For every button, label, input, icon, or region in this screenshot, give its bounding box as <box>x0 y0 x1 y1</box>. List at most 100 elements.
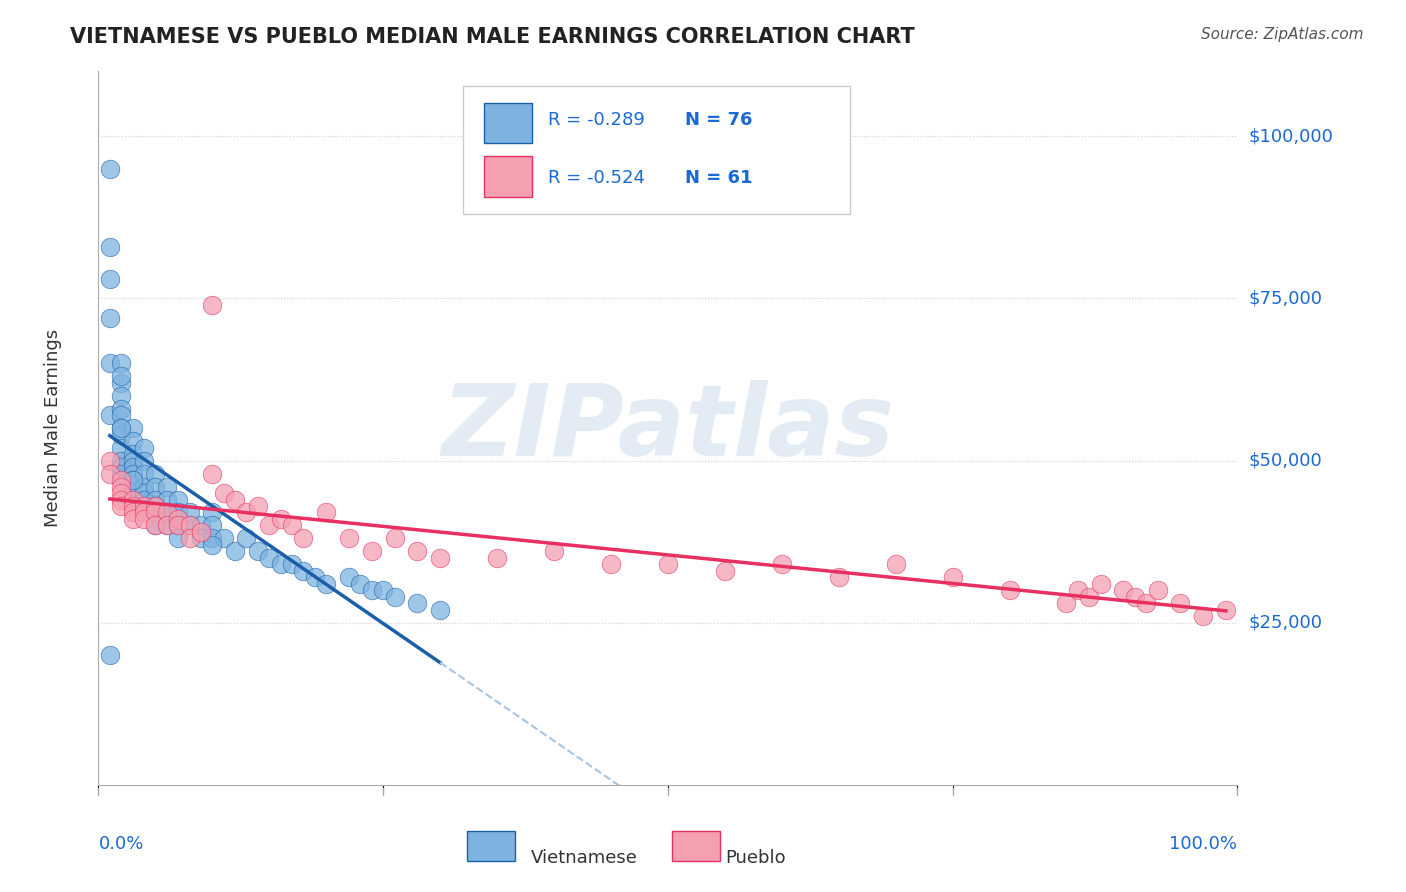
Point <box>156 479 179 493</box>
Point <box>201 538 224 552</box>
Point <box>98 310 121 325</box>
Point <box>167 518 190 533</box>
Point <box>121 492 143 507</box>
Point <box>145 518 167 533</box>
Point <box>201 518 224 533</box>
Point <box>167 506 190 520</box>
Point <box>121 486 143 500</box>
Point <box>384 532 406 546</box>
Point <box>110 389 132 403</box>
Point <box>121 467 143 481</box>
Point <box>110 401 132 416</box>
Point <box>121 460 143 475</box>
Point <box>145 499 167 513</box>
Point <box>315 506 337 520</box>
Point <box>304 570 326 584</box>
Point <box>235 532 257 546</box>
Point <box>1054 596 1078 610</box>
Point <box>270 558 292 572</box>
Point <box>998 583 1021 598</box>
Point <box>98 467 121 481</box>
Point <box>1067 583 1090 598</box>
Point <box>1135 596 1157 610</box>
Point <box>1123 590 1146 604</box>
Point <box>190 532 212 546</box>
Point <box>121 434 143 449</box>
Point <box>281 558 304 572</box>
Text: ZIPatlas: ZIPatlas <box>441 380 894 476</box>
Point <box>132 492 155 507</box>
Point <box>486 550 509 565</box>
Point <box>281 518 304 533</box>
Text: R = -0.524: R = -0.524 <box>548 169 645 187</box>
Point <box>110 486 132 500</box>
Point <box>98 272 121 286</box>
Point <box>110 356 132 370</box>
Text: Median Male Earnings: Median Male Earnings <box>44 329 62 527</box>
Point <box>167 512 190 526</box>
Point <box>132 441 155 455</box>
Point <box>121 512 143 526</box>
Point <box>406 544 429 558</box>
Point <box>98 239 121 253</box>
Point <box>110 427 132 442</box>
Point <box>235 506 257 520</box>
Point <box>98 356 121 370</box>
Point <box>942 570 965 584</box>
Point <box>132 486 155 500</box>
Point <box>201 506 224 520</box>
Point <box>179 518 201 533</box>
Point <box>132 467 155 481</box>
Point <box>110 441 132 455</box>
Point <box>246 499 269 513</box>
Point <box>246 544 269 558</box>
Point <box>121 473 143 487</box>
Point <box>110 479 132 493</box>
FancyBboxPatch shape <box>485 156 533 197</box>
Point <box>145 499 167 513</box>
Point <box>179 506 201 520</box>
Point <box>110 421 132 435</box>
Point <box>1170 596 1192 610</box>
Point <box>201 532 224 546</box>
Point <box>110 492 132 507</box>
Point <box>132 506 155 520</box>
Point <box>337 570 360 584</box>
Point <box>121 447 143 461</box>
Point <box>657 558 679 572</box>
Point <box>292 532 315 546</box>
Point <box>1112 583 1135 598</box>
Text: Source: ZipAtlas.com: Source: ZipAtlas.com <box>1201 27 1364 42</box>
Point <box>1192 609 1215 624</box>
Point <box>600 558 623 572</box>
Text: 0.0%: 0.0% <box>98 835 143 853</box>
Point <box>384 590 406 604</box>
Point <box>884 558 907 572</box>
Point <box>98 408 121 422</box>
Point <box>132 479 155 493</box>
Point <box>121 506 143 520</box>
Point <box>349 577 371 591</box>
Point <box>190 518 212 533</box>
Point <box>110 369 132 384</box>
Point <box>110 467 132 481</box>
Point <box>145 492 167 507</box>
Point <box>145 506 167 520</box>
FancyBboxPatch shape <box>467 830 515 861</box>
Point <box>132 499 155 513</box>
Point <box>270 512 292 526</box>
Text: N = 61: N = 61 <box>685 169 752 187</box>
Point <box>828 570 851 584</box>
Point <box>190 524 212 539</box>
Point <box>156 518 179 533</box>
Point <box>224 492 246 507</box>
Point <box>110 499 132 513</box>
Point <box>770 558 793 572</box>
Point <box>156 518 179 533</box>
Point <box>179 532 201 546</box>
Point <box>98 161 121 176</box>
Point <box>429 550 451 565</box>
Point <box>145 506 167 520</box>
Point <box>179 518 201 533</box>
Text: $50,000: $50,000 <box>1249 451 1323 469</box>
